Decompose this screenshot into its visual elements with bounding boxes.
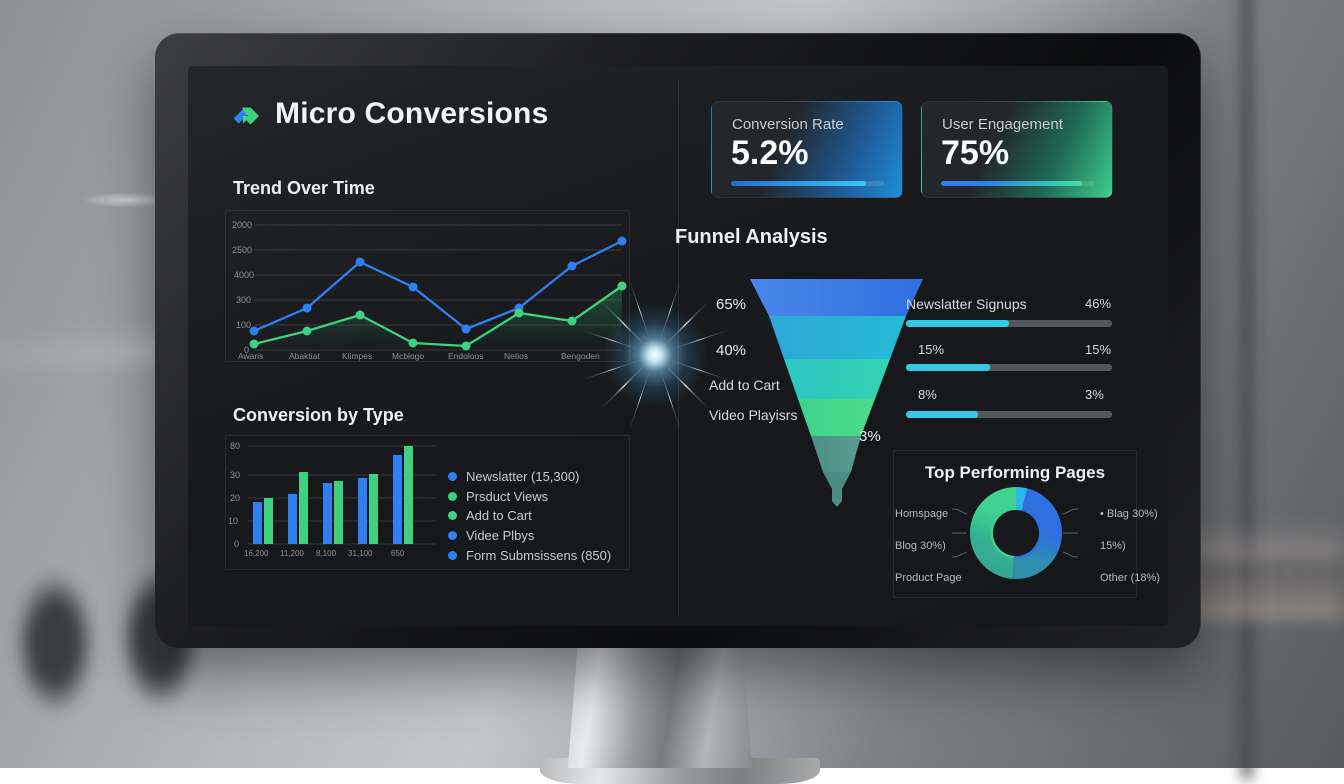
svg-text:2500: 2500 [232, 245, 252, 255]
svg-text:Klimpes: Klimpes [342, 351, 372, 361]
svg-text:Abaktiat: Abaktiat [289, 351, 320, 361]
svg-text:8,100: 8,100 [316, 549, 337, 558]
svg-text:10: 10 [228, 516, 238, 526]
svg-text:2000: 2000 [232, 220, 252, 230]
svg-text:650: 650 [391, 549, 405, 558]
svg-text:31,100: 31,100 [348, 549, 373, 558]
svg-text:Awaris: Awaris [238, 351, 263, 361]
svg-text:80: 80 [230, 441, 240, 451]
svg-text:Mcblogo: Mcblogo [392, 351, 424, 361]
svg-text:20: 20 [230, 493, 240, 503]
svg-text:4000: 4000 [234, 270, 254, 280]
svg-text:Netios: Netios [504, 351, 528, 361]
svg-text:30: 30 [230, 470, 240, 480]
svg-text:11,200: 11,200 [280, 549, 304, 558]
svg-text:16,200: 16,200 [244, 549, 269, 558]
svg-text:Endoloos: Endoloos [448, 351, 483, 361]
svg-text:0: 0 [234, 539, 239, 549]
svg-text:300: 300 [236, 295, 251, 305]
svg-text:100: 100 [236, 320, 251, 330]
svg-text:Bengoden: Bengoden [561, 351, 600, 361]
